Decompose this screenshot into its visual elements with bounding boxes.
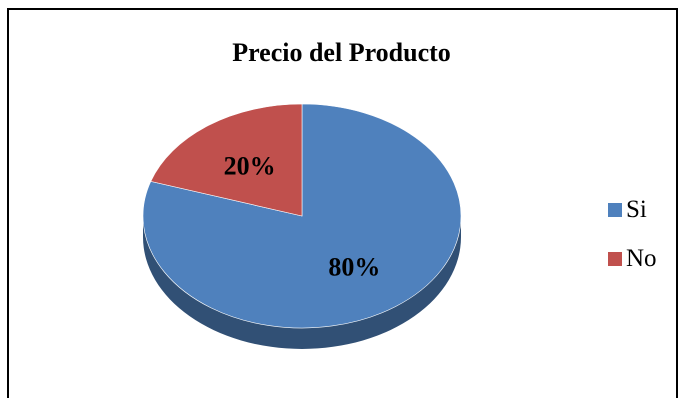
legend-label-no: No bbox=[626, 245, 657, 272]
data-label-no: 20% bbox=[224, 151, 276, 180]
pie-side-si bbox=[143, 216, 461, 349]
legend-item-si: Si bbox=[608, 196, 657, 224]
legend-label-si: Si bbox=[626, 196, 647, 223]
chart-legend: Si No bbox=[608, 196, 657, 294]
legend-swatch-no bbox=[608, 252, 622, 266]
pie-slice-no bbox=[150, 103, 303, 217]
legend-swatch-si bbox=[608, 203, 622, 217]
legend-item-no: No bbox=[608, 245, 657, 273]
chart-title: Precio del Producto bbox=[232, 38, 451, 67]
data-label-si: 80% bbox=[328, 253, 380, 282]
